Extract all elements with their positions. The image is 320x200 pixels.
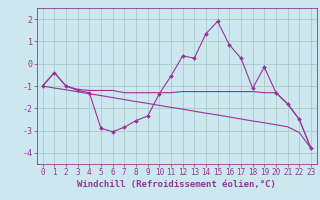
X-axis label: Windchill (Refroidissement éolien,°C): Windchill (Refroidissement éolien,°C) (77, 180, 276, 189)
